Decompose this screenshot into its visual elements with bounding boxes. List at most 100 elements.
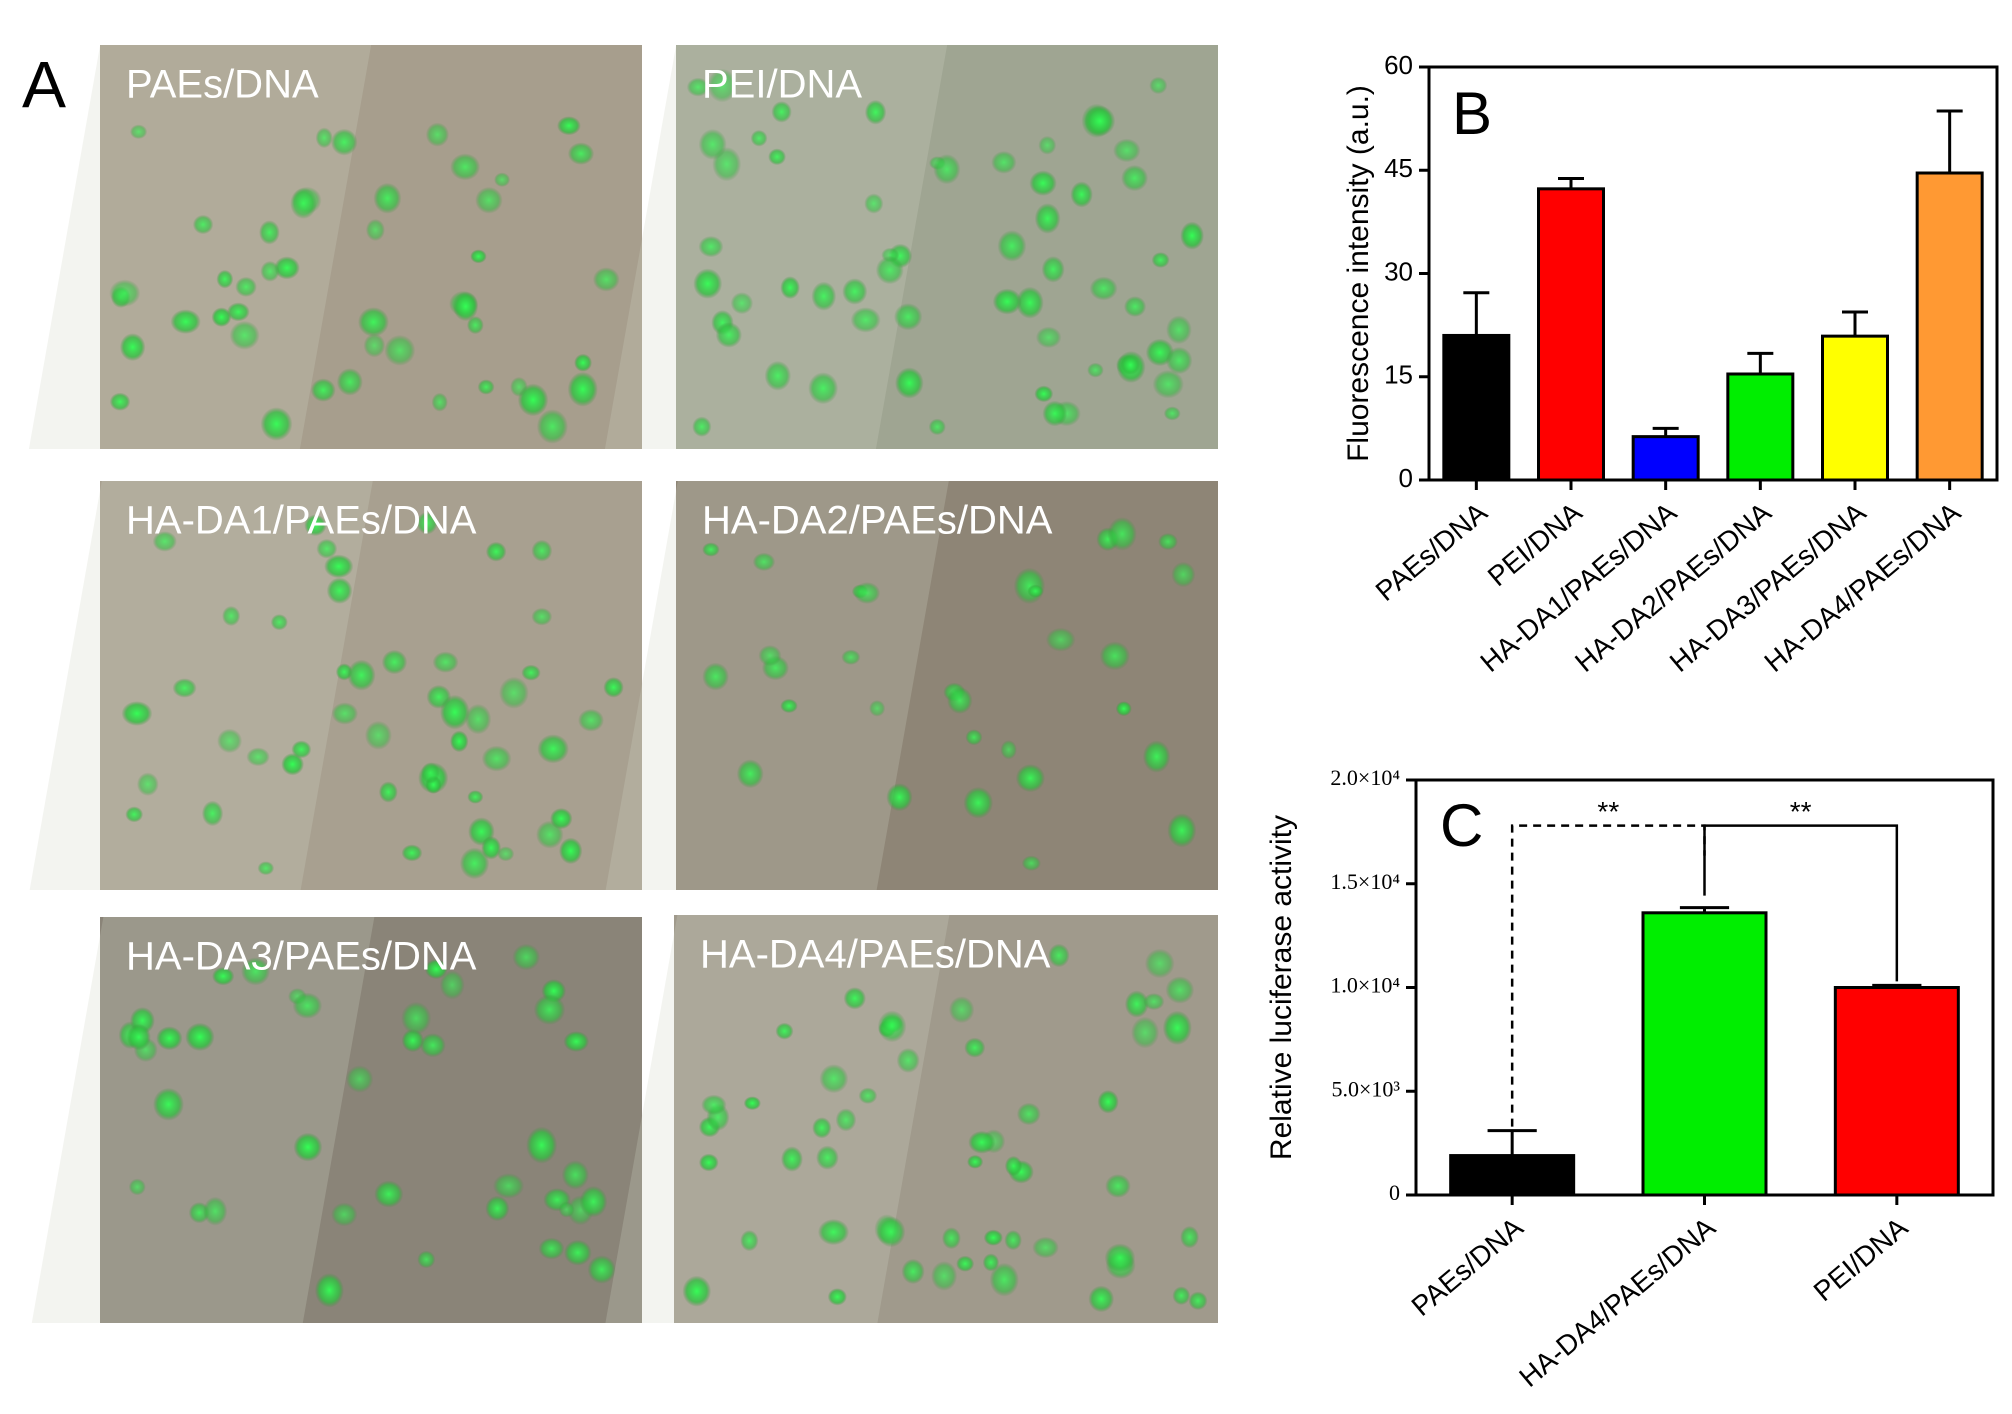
cell [567,371,598,407]
cell [1045,627,1076,652]
y-tick-label: 60 [1384,50,1413,80]
cell [827,1288,847,1306]
bar [1641,911,1768,1197]
cell [858,1087,878,1104]
cell [771,101,792,123]
cell [453,291,479,322]
cell [816,1145,839,1170]
cell [947,687,973,714]
image-label: PAEs/DNA [126,63,319,107]
cell [211,307,232,327]
cell [421,762,440,784]
cell [347,659,376,691]
cell [531,607,553,626]
bar [1833,986,1960,1197]
cell [281,753,304,776]
cell [374,1180,404,1208]
cell [363,333,386,358]
cell [1143,993,1165,1011]
cell [1188,1291,1208,1311]
cell [172,678,197,698]
cell [270,614,288,631]
cell [330,128,358,156]
cell [933,154,961,185]
cell [497,846,515,862]
bar [1821,334,1889,482]
cell [290,187,317,219]
significance-label: ** [1790,796,1812,827]
cell [901,1258,925,1285]
cell [229,320,260,350]
y-axis-label: Relative luciferase activity [1265,815,1298,1160]
cell [1120,354,1141,375]
cell [1038,135,1057,155]
cell [991,150,1017,174]
cell [1165,346,1193,375]
cell [1124,990,1149,1018]
cell [485,1195,510,1222]
cell [740,1230,759,1252]
cell [326,577,353,604]
y-axis-label: Fluorescence intensity (a.u.) [1342,85,1375,462]
cell [424,959,448,980]
panel-label: B [1452,80,1492,147]
cell [485,541,507,562]
cell [1015,764,1046,793]
cell [526,1126,558,1164]
cell [894,367,924,399]
cell [780,1146,803,1172]
cell [941,1227,961,1250]
x-tick-label: PEI/DNA [1808,1211,1914,1307]
cell [764,360,792,391]
cell [467,790,484,804]
panel-label: C [1440,792,1483,859]
cell [1158,532,1178,551]
cell [780,698,798,714]
cell [587,1255,616,1284]
cell [365,218,385,242]
cell [561,1160,590,1190]
cell [464,703,492,735]
cell [373,182,402,214]
image-background [100,45,642,449]
cell [574,353,593,372]
cell [1099,641,1131,671]
cell [401,844,423,862]
cell [470,249,487,264]
image-shade [28,45,372,449]
cell [481,745,512,772]
cell [310,378,336,402]
cell [854,582,881,604]
cell [1048,943,1070,968]
y-tick-label: 1.5×10⁴ [1330,869,1400,894]
micrograph: HA-DA3/PAEs/DNA [31,917,642,1323]
plot-frame [1427,65,1999,482]
cell [886,783,913,812]
cell [579,1185,608,1218]
cell [808,372,839,405]
cell [345,1065,374,1093]
y-tick-label: 0 [1399,463,1413,493]
cell [686,77,710,97]
panel-label: A [22,47,66,121]
cell [1084,105,1116,137]
cell [121,701,153,726]
cell [752,552,776,572]
cell [702,662,730,691]
cell [109,279,141,307]
cell [416,511,438,535]
image-label: HA-DA3/PAEs/DNA [126,935,477,979]
cell [1149,76,1168,95]
cell [212,967,235,986]
cell [449,730,469,753]
image-shade [605,915,950,1323]
cell [222,605,241,627]
cell [1105,1174,1131,1198]
cell [1013,567,1046,605]
cell [384,334,416,366]
cell [477,379,495,395]
bar [1537,187,1605,482]
cell [968,1130,996,1154]
cell [682,1275,712,1307]
x-tick-label: HA-DA4/PAEs/DNA [1513,1211,1721,1393]
